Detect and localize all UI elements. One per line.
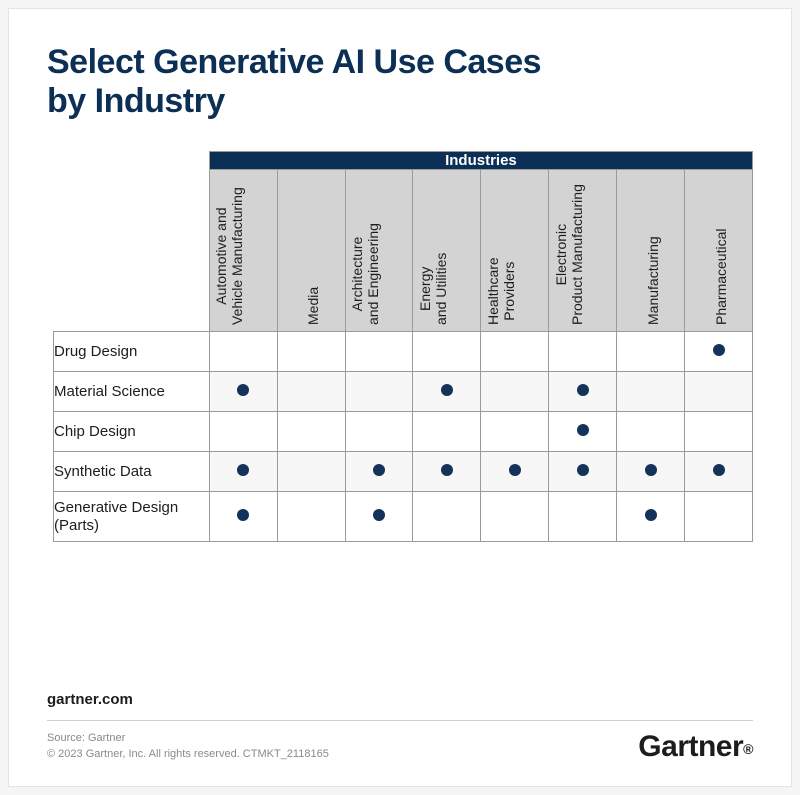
matrix-cell [413, 372, 481, 412]
matrix-cell [209, 452, 277, 492]
matrix-cell [481, 412, 549, 452]
spacer [54, 170, 210, 332]
matrix-cell [413, 412, 481, 452]
matrix-cell [345, 372, 413, 412]
matrix-cell [481, 332, 549, 372]
card: Select Generative AI Use Cases by Indust… [8, 8, 792, 787]
super-header: Industries [209, 152, 752, 170]
matrix-cell [413, 452, 481, 492]
matrix-cell [685, 332, 753, 372]
table-row: Material Science [54, 372, 753, 412]
matrix-cell [549, 492, 617, 542]
dot-icon [373, 464, 385, 476]
dot-icon [645, 509, 657, 521]
table-row: Generative Design (Parts) [54, 492, 753, 542]
matrix-cell [209, 372, 277, 412]
matrix-cell [617, 492, 685, 542]
matrix-cell [481, 452, 549, 492]
page-title: Select Generative AI Use Cases by Indust… [47, 43, 587, 121]
matrix-wrap: Industries Automotive andVehicle Manufac… [53, 151, 753, 542]
col-header-2: Architectureand Engineering [345, 170, 413, 332]
matrix-cell [617, 332, 685, 372]
footer: gartner.com Source: Gartner © 2023 Gartn… [47, 691, 753, 762]
matrix-cell [685, 372, 753, 412]
column-headers-row: Automotive andVehicle Manufacturing Medi… [54, 170, 753, 332]
col-header-label: ElectronicProduct Manufacturing [553, 184, 585, 325]
matrix-cell [685, 452, 753, 492]
matrix-cell [549, 372, 617, 412]
matrix-cell [617, 452, 685, 492]
matrix-cell [277, 372, 345, 412]
col-header-label: Automotive andVehicle Manufacturing [213, 187, 245, 325]
matrix-cell [685, 492, 753, 542]
matrix-cell [209, 332, 277, 372]
col-header-6: Manufacturing [617, 170, 685, 332]
dot-icon [441, 384, 453, 396]
matrix-cell [277, 332, 345, 372]
dot-icon [713, 344, 725, 356]
row-label: Synthetic Data [54, 452, 210, 492]
row-label: Generative Design (Parts) [54, 492, 210, 542]
col-header-5: ElectronicProduct Manufacturing [549, 170, 617, 332]
dot-icon [713, 464, 725, 476]
col-header-7: Pharmaceutical [685, 170, 753, 332]
dot-icon [373, 509, 385, 521]
col-header-0: Automotive andVehicle Manufacturing [209, 170, 277, 332]
matrix-cell [685, 412, 753, 452]
dot-icon [509, 464, 521, 476]
matrix-cell [413, 492, 481, 542]
dot-icon [577, 424, 589, 436]
col-header-3: Energyand Utilities [413, 170, 481, 332]
matrix-cell [549, 412, 617, 452]
dot-icon [441, 464, 453, 476]
matrix-cell [549, 452, 617, 492]
matrix-cell [413, 332, 481, 372]
col-header-4: HealthcareProviders [481, 170, 549, 332]
row-label: Material Science [54, 372, 210, 412]
matrix-cell [209, 412, 277, 452]
matrix-cell [617, 412, 685, 452]
matrix-cell [277, 412, 345, 452]
col-header-label: HealthcareProviders [485, 257, 517, 325]
matrix-cell [549, 332, 617, 372]
dot-icon [645, 464, 657, 476]
matrix-cell [481, 372, 549, 412]
dot-icon [577, 384, 589, 396]
matrix-cell [481, 492, 549, 542]
dot-icon [237, 509, 249, 521]
matrix-cell [345, 452, 413, 492]
table-row: Synthetic Data [54, 452, 753, 492]
row-label: Chip Design [54, 412, 210, 452]
matrix-body: Drug DesignMaterial ScienceChip DesignSy… [54, 332, 753, 542]
table-row: Drug Design [54, 332, 753, 372]
col-header-label: Architectureand Engineering [349, 223, 381, 325]
col-header-label: Manufacturing [645, 236, 661, 325]
dot-icon [237, 384, 249, 396]
matrix-table: Industries Automotive andVehicle Manufac… [53, 151, 753, 542]
matrix-cell [345, 492, 413, 542]
site-url: gartner.com [47, 691, 753, 708]
col-header-label: Pharmaceutical [713, 229, 729, 326]
logo-text: Gartner [638, 730, 743, 763]
col-header-label: Media [305, 287, 321, 325]
logo-dot: ® [743, 741, 753, 757]
matrix-cell [209, 492, 277, 542]
table-row: Chip Design [54, 412, 753, 452]
col-header-label: Energyand Utilities [417, 253, 449, 325]
dot-icon [237, 464, 249, 476]
matrix-cell [345, 332, 413, 372]
row-label: Drug Design [54, 332, 210, 372]
col-header-1: Media [277, 170, 345, 332]
gartner-logo: Gartner® [638, 730, 753, 764]
divider [47, 720, 753, 721]
matrix-cell [277, 452, 345, 492]
spacer [54, 152, 210, 170]
matrix-cell [277, 492, 345, 542]
matrix-cell [617, 372, 685, 412]
matrix-cell [345, 412, 413, 452]
dot-icon [577, 464, 589, 476]
